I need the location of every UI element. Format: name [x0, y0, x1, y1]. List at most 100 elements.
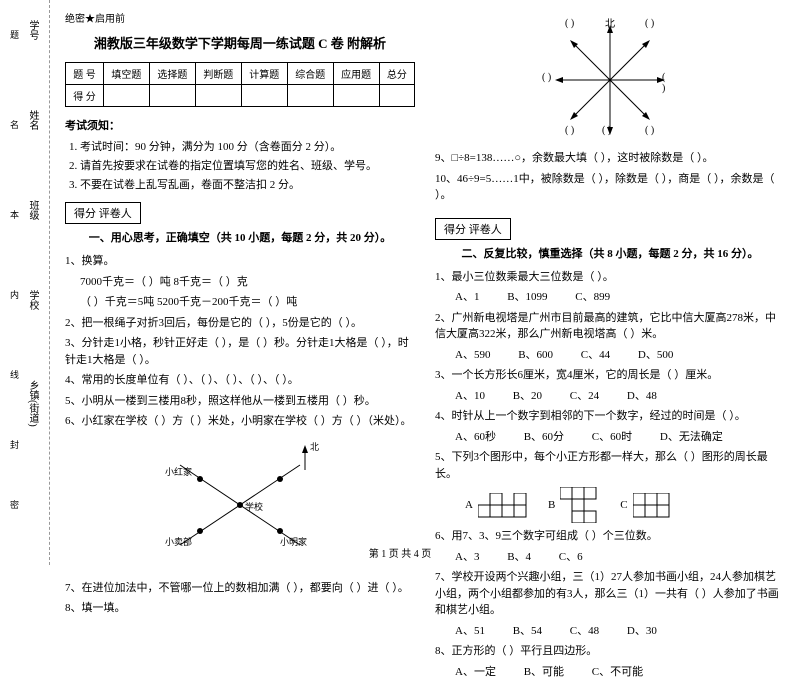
- s2q4-opts: A、60秒 B、60分 C、60时 D、无法确定: [455, 429, 785, 446]
- opt: D、500: [638, 349, 673, 361]
- exam-title: 湘教版三年级数学下学期每周一练试题 C 卷 附解析: [65, 33, 415, 52]
- opt: C、60时: [592, 431, 632, 443]
- q1: 1、换算。: [65, 253, 415, 270]
- q2: 2、把一根绳子对折3回后，每份是它的（ ），5份是它的（ ）。: [65, 315, 415, 332]
- q3: 3、分针走1小格，秒针正好走（ ），是（ ）秒。分针走1大格是（ ），时针走1大…: [65, 335, 415, 368]
- label-xiaohong: 小红家: [165, 465, 192, 478]
- q1b: （ ）千克＝5吨 5200千克－200千克＝（ ）吨: [80, 294, 415, 311]
- binding-margin: 学号 姓名 班级 学校 乡镇(街道) 题 名 本 内 线 封 密: [0, 0, 50, 565]
- section-score-box: 得分 评卷人: [435, 218, 511, 240]
- s2q3: 3、一个长方形长6厘米，宽4厘米，它的周长是（ ）厘米。: [435, 367, 785, 384]
- blank: ( ): [565, 125, 574, 136]
- seal-text: 封: [8, 440, 21, 449]
- diagram-svg: [150, 435, 330, 575]
- th: 选择题: [149, 63, 195, 85]
- content-area: 绝密★启用前 湘教版三年级数学下学期每周一练试题 C 卷 附解析 题 号 填空题…: [50, 0, 800, 565]
- seal-text: 名: [8, 120, 21, 129]
- opt: D、48: [627, 390, 657, 402]
- shape-b: B: [548, 487, 600, 523]
- opt: A、10: [455, 390, 485, 402]
- label-north: 北: [310, 440, 319, 453]
- opt: D、无法确定: [660, 431, 723, 443]
- section-score-box: 得分 评卷人: [65, 202, 141, 224]
- shape-c-svg: [633, 493, 673, 518]
- s2q6-opts: A、3 B、4 C、6: [455, 549, 785, 566]
- opt: C、899: [575, 291, 610, 303]
- th: 总分: [379, 63, 414, 85]
- table-header-row: 题 号 填空题 选择题 判断题 计算题 综合题 应用题 总分: [66, 63, 415, 85]
- q6: 6、小红家在学校（ ）方（ ）米处，小明家在学校（ ）方（ ）（米处）。: [65, 413, 415, 430]
- opt: C、24: [570, 390, 599, 402]
- score-table: 题 号 填空题 选择题 判断题 计算题 综合题 应用题 总分 得 分: [65, 62, 415, 107]
- shape-a: A: [465, 493, 528, 518]
- blank: ( ): [602, 125, 611, 136]
- label-school: 学校: [245, 500, 263, 513]
- q5: 5、小明从一楼到三楼用8秒，照这样他从一楼到五楼用（ ）秒。: [65, 393, 415, 410]
- opt: B、4: [507, 551, 531, 563]
- section1-title: 一、用心思考，正确填空（共 10 小题，每题 2 分，共 20 分）。: [65, 229, 415, 245]
- binding-label: 乡镇(街道): [25, 380, 40, 427]
- right-column: 北 ( ) ( ) ( ) ( ) ( ) ( ) ( ) 9、□÷8=138……: [435, 10, 785, 555]
- s2q8: 8、正方形的（ ）平行且四边形。: [435, 643, 785, 660]
- notice-item: 不要在试卷上乱写乱画，卷面不整洁扣 2 分。: [80, 176, 415, 192]
- th: 判断题: [195, 63, 241, 85]
- left-column: 绝密★启用前 湘教版三年级数学下学期每周一练试题 C 卷 附解析 题 号 填空题…: [65, 10, 415, 555]
- th: 填空题: [103, 63, 149, 85]
- opt: D、30: [627, 625, 657, 637]
- label-shop: 小卖部: [165, 535, 192, 548]
- notice-title: 考试须知：: [65, 117, 415, 133]
- s2q1-opts: A、1 B、1099 C、899: [455, 289, 785, 306]
- direction-diagram: 学校 小红家 小明家 小卖部 北: [150, 435, 330, 575]
- binding-label: 姓名: [25, 110, 40, 130]
- shape-label: C: [620, 499, 627, 511]
- opt: B、54: [513, 625, 542, 637]
- q10: 10、46÷9=5……1中，被除数是（ ），除数是（ ），商是（ ），余数是（ …: [435, 171, 785, 204]
- shape-label: B: [548, 499, 555, 511]
- q4: 4、常用的长度单位有（ ）、（ ）、（ ）、（ ）、（ ）。: [65, 372, 415, 389]
- table-score-row: 得 分: [66, 85, 415, 107]
- notice-item: 请首先按要求在试卷的指定位置填写您的姓名、班级、学号。: [80, 157, 415, 173]
- s2q8-opts: A、一定 B、可能 C、不可能: [455, 664, 785, 680]
- notice-item: 考试时间：90 分钟，满分为 100 分（含卷面分 2 分）。: [80, 138, 415, 154]
- q9: 9、□÷8=138……○，余数最大填（ ），这时被除数是（ ）。: [435, 150, 785, 167]
- opt: A、590: [455, 349, 490, 361]
- compass-north: 北: [605, 15, 615, 30]
- shape-options: A B: [465, 487, 785, 523]
- td: [103, 85, 149, 107]
- seal-text: 密: [8, 500, 21, 509]
- seal-text: 内: [8, 290, 21, 299]
- seal-text: 本: [8, 210, 21, 219]
- s2q7-opts: A、51 B、54 C、48 D、30: [455, 623, 785, 640]
- q8: 8、填一填。: [65, 600, 415, 617]
- compass-svg: [550, 20, 670, 140]
- compass-diagram: 北 ( ) ( ) ( ) ( ) ( ) ( ) ( ): [550, 20, 670, 140]
- s2q3-opts: A、10 B、20 C、24 D、48: [455, 388, 785, 405]
- s2q1: 1、最小三位数乘最大三位数是（ ）。: [435, 269, 785, 286]
- section2-title: 二、反复比较，慎重选择（共 8 小题，每题 2 分，共 16 分）。: [435, 245, 785, 261]
- s2q2-opts: A、590 B、600 C、44 D、500: [455, 347, 785, 364]
- opt: B、20: [513, 390, 542, 402]
- opt: B、60分: [524, 431, 564, 443]
- opt: A、1: [455, 291, 479, 303]
- confidential-label: 绝密★启用前: [65, 10, 415, 25]
- binding-label: 学号: [25, 20, 40, 40]
- seal-text: 题: [8, 30, 21, 39]
- s2q7: 7、学校开设两个兴趣小组，三（1）27人参加书画小组，24人参加棋艺小组，两个小…: [435, 569, 785, 619]
- opt: C、44: [581, 349, 610, 361]
- opt: C、6: [559, 551, 583, 563]
- q7: 7、在进位加法中，不管哪一位上的数相加满（ ），都要向（ ）进（ ）。: [65, 580, 415, 597]
- opt: B、可能: [524, 666, 564, 678]
- th: 计算题: [241, 63, 287, 85]
- notice-list: 考试时间：90 分钟，满分为 100 分（含卷面分 2 分）。 请首先按要求在试…: [80, 138, 415, 192]
- seal-text: 线: [8, 370, 21, 379]
- exam-page: 学号 姓名 班级 学校 乡镇(街道) 题 名 本 内 线 封 密 绝密★启用前 …: [0, 0, 800, 565]
- blank: ( ): [565, 18, 574, 29]
- label-xiaoming: 小明家: [280, 535, 307, 548]
- opt: A、3: [455, 551, 479, 563]
- binding-label: 班级: [25, 200, 40, 220]
- th: 应用题: [333, 63, 379, 85]
- opt: C、48: [570, 625, 599, 637]
- s2q5: 5、下列3个图形中，每个小正方形都一样大，那么（ ）图形的周长最长。: [435, 449, 785, 482]
- shape-label: A: [465, 499, 473, 511]
- opt: B、1099: [507, 291, 547, 303]
